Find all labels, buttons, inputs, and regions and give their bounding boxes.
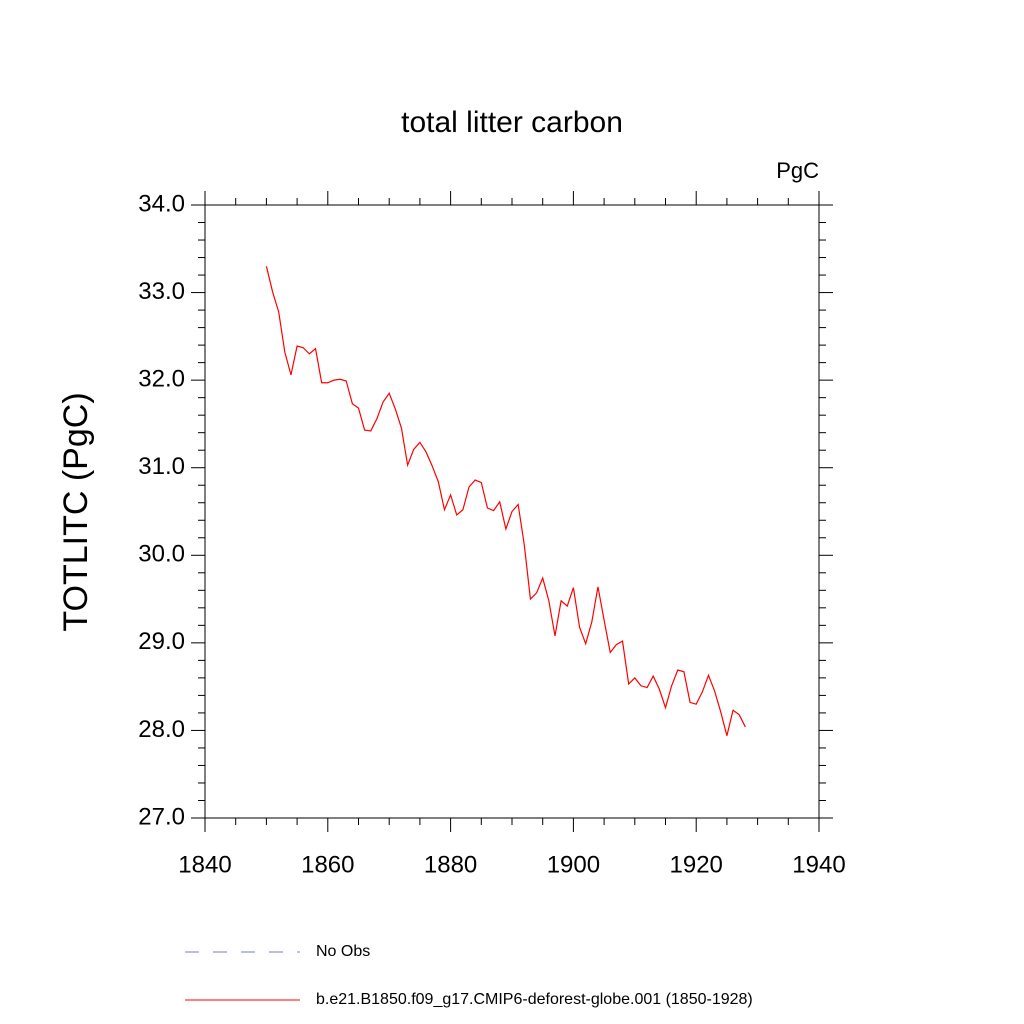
x-tick-label: 1840	[178, 851, 231, 878]
y-tick-label: 28.0	[138, 716, 185, 743]
y-tick-label: 31.0	[138, 453, 185, 480]
x-tick-label: 1920	[670, 851, 723, 878]
x-tick-label: 1900	[547, 851, 600, 878]
units-label: PgC	[776, 158, 819, 183]
y-tick-label: 30.0	[138, 541, 185, 568]
chart-title: total litter carbon	[401, 106, 623, 139]
legend-label: No Obs	[316, 943, 370, 960]
y-tick-label: 29.0	[138, 628, 185, 655]
y-tick-label: 27.0	[138, 803, 185, 830]
x-tick-label: 1940	[792, 851, 845, 878]
x-tick-label: 1860	[301, 851, 354, 878]
y-axis-label: TOTLITC (PgC)	[57, 392, 95, 631]
data-line	[265, 266, 746, 736]
y-tick-label: 32.0	[138, 365, 185, 392]
y-tick-label: 34.0	[138, 190, 185, 217]
y-tick-label: 33.0	[138, 278, 185, 305]
legend-label: b.e21.B1850.f09_g17.CMIP6-deforest-globe…	[316, 991, 753, 1008]
x-tick-label: 1880	[424, 851, 477, 878]
